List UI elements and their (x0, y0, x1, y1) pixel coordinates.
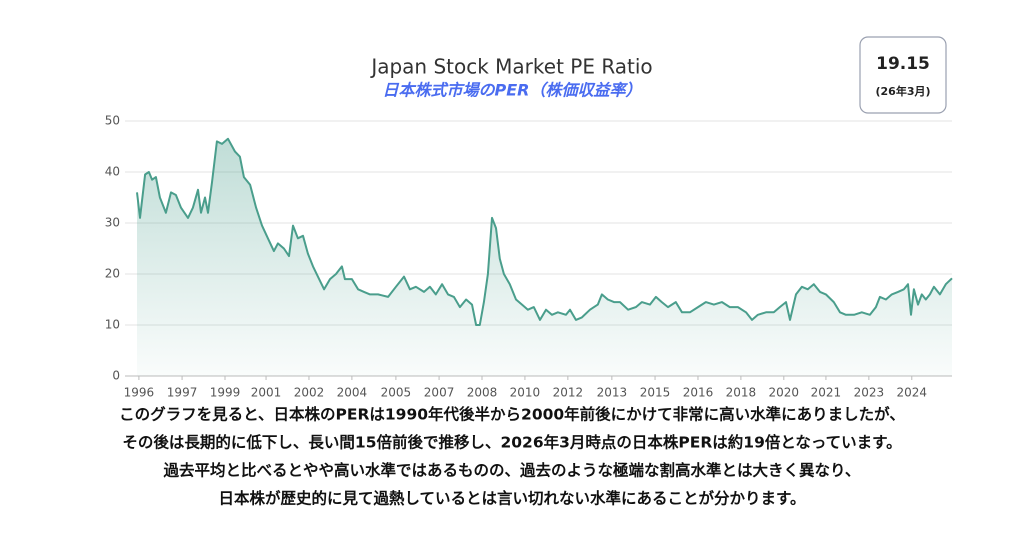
caption-line: 日本株が歴史的に見て過熱しているとは言い切れない水準にあることが分かります。 (219, 489, 806, 508)
x-tick-label: 2016 (683, 386, 714, 400)
x-tick-label: 1999 (210, 386, 241, 400)
y-tick-label: 0 (112, 369, 120, 383)
caption-line: 過去平均と比べるとやや高い水準ではあるものの、過去のような極端な割高水準とは大き… (163, 461, 861, 480)
x-tick-label: 2005 (381, 386, 412, 400)
x-tick-label: 2015 (640, 386, 671, 400)
line (136, 137, 953, 326)
y-tick-label: 40 (105, 165, 120, 179)
x-tick-label: 1996 (124, 386, 155, 400)
area (137, 138, 952, 376)
y-tick-label: 20 (105, 267, 120, 281)
badge-value: 19.15 (876, 54, 930, 74)
x-tick-label: 2007 (424, 386, 455, 400)
x-tick-label: 2024 (897, 386, 928, 400)
y-tick-label: 50 (105, 114, 120, 128)
badge-box (859, 36, 947, 114)
chart-title: Japan Stock Market PE Ratio (369, 55, 652, 79)
caption-line: その後は長期的に低下し、長い間15倍前後で推移し、2026年3月時点の日本株PE… (122, 433, 901, 452)
x-tick-label: 2021 (811, 386, 842, 400)
y-tick-label: 30 (105, 216, 120, 230)
x-tick-label: 2004 (337, 386, 368, 400)
x-tick-label: 2008 (467, 386, 498, 400)
x-tick-label: 2020 (769, 386, 800, 400)
badge-note: (26年3月) (875, 84, 930, 98)
chart-subtitle: 日本株式市場のPER（株価収益率） (383, 81, 642, 100)
x-tick-label: 2002 (294, 386, 325, 400)
y-tick-label: 10 (105, 318, 120, 332)
x-tick-label: 2010 (510, 386, 541, 400)
x-tick-label: 2012 (553, 386, 584, 400)
x-tick-label: 2001 (251, 386, 282, 400)
x-tick-label: 1997 (167, 386, 198, 400)
x-tick-label: 2023 (854, 386, 885, 400)
x-tick-label: 2018 (726, 386, 757, 400)
x-tick-label: 2013 (597, 386, 628, 400)
caption-line: このグラフを見ると、日本株のPERは1990年代後半から2000年前後にかけて非… (119, 405, 905, 424)
